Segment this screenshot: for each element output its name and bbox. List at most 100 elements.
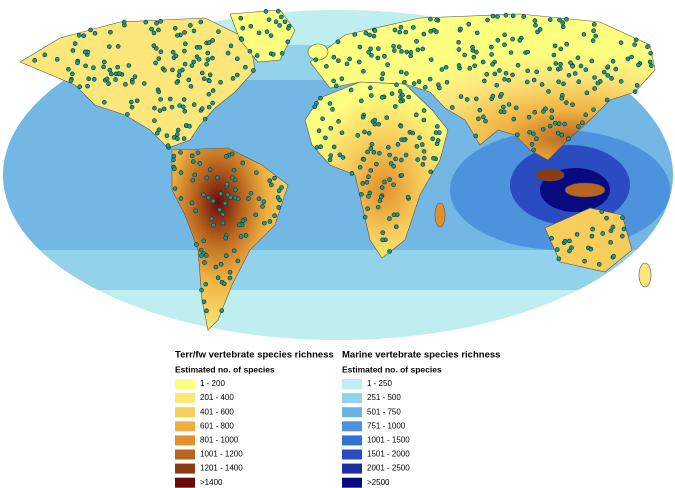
- site-dot: [592, 75, 597, 80]
- site-dot: [414, 144, 420, 149]
- site-dot: [72, 41, 78, 46]
- site-dot: [591, 28, 596, 34]
- site-dot: [578, 63, 584, 69]
- site-dot: [256, 30, 262, 36]
- site-dot: [223, 235, 228, 241]
- site-dot: [388, 161, 394, 166]
- site-dot: [199, 106, 205, 111]
- site-dot: [369, 93, 374, 98]
- site-dot: [439, 67, 445, 72]
- site-dot: [568, 60, 573, 65]
- site-dot: [567, 238, 572, 244]
- site-dot: [107, 67, 113, 73]
- site-dot: [458, 26, 463, 32]
- site-dot: [543, 106, 548, 112]
- site-dot: [336, 119, 341, 124]
- site-dot: [472, 63, 477, 69]
- site-dot: [318, 95, 323, 101]
- site-dot: [91, 65, 96, 71]
- site-dot: [467, 66, 473, 71]
- site-dot: [510, 36, 515, 42]
- site-dot: [141, 81, 147, 86]
- legend-swatch: [342, 393, 362, 404]
- site-dot: [549, 115, 555, 121]
- site-dot: [368, 168, 374, 173]
- site-dot: [387, 216, 392, 221]
- site-dot: [171, 157, 176, 163]
- legend-label: 501 - 750: [367, 407, 401, 416]
- site-dot: [235, 72, 240, 78]
- site-dot: [380, 230, 386, 235]
- site-dot: [204, 175, 210, 181]
- site-dot: [492, 71, 498, 77]
- legend-swatch: [175, 477, 195, 488]
- site-dot: [231, 167, 237, 173]
- site-dot: [204, 61, 209, 67]
- site-dot: [590, 226, 595, 232]
- site-dot: [411, 81, 417, 86]
- site-dot: [564, 41, 570, 47]
- site-dot: [533, 22, 538, 28]
- legend-title: Terr/fw vertebrate species richness: [175, 350, 334, 361]
- site-dot: [596, 261, 602, 267]
- site-dot: [359, 192, 364, 197]
- site-dot: [575, 55, 581, 61]
- site-dot: [331, 54, 337, 60]
- site-dot: [227, 269, 233, 275]
- site-dot: [513, 105, 519, 111]
- site-dot: [433, 130, 439, 135]
- site-dot: [233, 187, 238, 193]
- site-dot: [254, 53, 260, 58]
- site-dot: [366, 130, 372, 136]
- legend-swatch: [175, 421, 195, 432]
- legend-label: 401 - 600: [200, 407, 234, 416]
- site-dot: [158, 97, 163, 102]
- site-dot: [75, 60, 80, 66]
- site-dot: [564, 16, 569, 22]
- site-dot: [553, 61, 559, 66]
- site-dot: [123, 82, 128, 87]
- site-dot: [490, 13, 496, 19]
- site-dot: [483, 118, 488, 124]
- site-dot: [404, 71, 409, 76]
- site-dot: [172, 166, 177, 172]
- site-dot: [279, 185, 284, 190]
- site-dot: [207, 167, 213, 172]
- site-dot: [70, 48, 76, 53]
- site-dot: [474, 49, 479, 55]
- site-dot: [360, 114, 366, 120]
- site-dot: [337, 152, 343, 158]
- site-dot: [435, 138, 441, 143]
- site-dot: [109, 71, 114, 77]
- site-dot: [156, 27, 161, 33]
- site-dot: [582, 258, 587, 264]
- site-dot: [365, 206, 370, 211]
- site-dot: [213, 264, 219, 270]
- site-dot: [576, 79, 582, 85]
- site-dot: [247, 48, 253, 54]
- site-dot: [422, 85, 428, 90]
- site-dot: [77, 84, 83, 89]
- site-dot: [215, 275, 221, 281]
- legend-swatch: [175, 463, 195, 474]
- site-dot: [562, 238, 568, 244]
- site-dot: [186, 77, 192, 83]
- site-dot: [189, 63, 195, 68]
- site-dot: [156, 56, 162, 61]
- legend-label: 1501 - 2000: [367, 450, 410, 459]
- site-dot: [534, 69, 539, 75]
- site-dot: [199, 70, 205, 76]
- site-dot: [482, 78, 487, 84]
- site-dot: [450, 105, 455, 110]
- site-dot: [221, 281, 227, 287]
- site-dot: [408, 50, 414, 55]
- site-dot: [161, 106, 167, 112]
- site-dot: [154, 130, 160, 136]
- site-dot: [86, 76, 91, 82]
- site-dot: [501, 109, 507, 115]
- site-dot: [211, 222, 216, 228]
- site-dot: [392, 48, 397, 53]
- site-dot: [188, 23, 193, 28]
- site-dot: [600, 231, 606, 236]
